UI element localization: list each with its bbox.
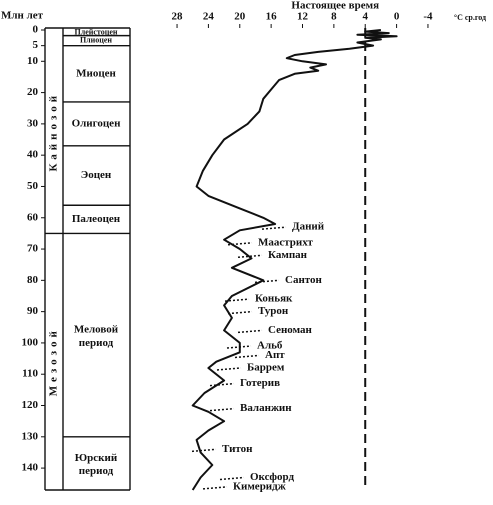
stage-mark — [227, 310, 253, 315]
x-tick-label: 60 — [27, 211, 39, 223]
stage-label: Даний — [292, 221, 325, 233]
x-tick-label: 120 — [22, 399, 39, 411]
x-tick-label: 140 — [22, 462, 39, 474]
stage-mark — [234, 354, 260, 359]
stage-label: Сеноман — [268, 324, 313, 336]
stage-mark — [261, 226, 287, 230]
stage-mark — [227, 242, 253, 246]
stage-mark — [226, 345, 252, 349]
era-label: Мезозой — [48, 327, 60, 396]
y-tick-label: 24 — [203, 11, 215, 23]
stage-mark — [216, 367, 242, 371]
era-label: Кайнозой — [48, 92, 60, 172]
stage-mark — [237, 329, 263, 334]
x-tick-label: 110 — [22, 368, 38, 380]
stage-label: Маастрихт — [258, 236, 313, 248]
x-tick-label: 30 — [27, 117, 39, 129]
y-tick-label: -4 — [423, 11, 433, 23]
period-label: Плиоцен — [80, 35, 112, 44]
x-tick-label: 40 — [27, 149, 39, 161]
stage-label: Кимеридж — [233, 480, 286, 492]
y-tick-label: 8 — [331, 11, 337, 23]
stage-mark — [209, 407, 235, 412]
stage-label: Валанжин — [240, 402, 292, 414]
y-tick-label: 4 — [362, 11, 368, 23]
present-label: Настоящее время — [291, 0, 379, 12]
stage-mark — [237, 254, 263, 259]
x-tick-label: 130 — [22, 430, 39, 442]
y-tick-label: 0 — [394, 11, 400, 23]
stage-label: Апт — [265, 349, 285, 361]
stage-label: Титон — [222, 443, 253, 455]
y-tick-label: 16 — [266, 11, 278, 23]
stage-mark — [202, 486, 228, 490]
stage-label: Оксфорд — [250, 471, 294, 483]
stage-label: Альб — [257, 340, 283, 352]
x-tick-label: 80 — [27, 274, 39, 286]
stage-mark — [224, 298, 250, 302]
y-tick-label: 20 — [234, 11, 246, 23]
stage-label: Турон — [258, 305, 289, 317]
x-tick-label: 100 — [22, 336, 39, 348]
temperature-curve — [191, 29, 398, 491]
y-axis-label: °C ср.год — [454, 13, 486, 22]
y-tick-label: 28 — [172, 11, 184, 23]
y-tick-label: 12 — [297, 11, 309, 23]
period-label: Плейстоцен — [74, 28, 117, 37]
period-label: Олигоцен — [72, 117, 122, 129]
stage-label: Коньяк — [255, 293, 293, 305]
stage-label: Кампан — [268, 249, 308, 261]
period-label: Меловой период — [74, 323, 119, 348]
x-tick-label: 20 — [27, 86, 39, 98]
x-tick-label: 0 — [33, 24, 39, 36]
x-tick-label: 50 — [27, 180, 39, 192]
stage-mark — [219, 476, 245, 481]
x-tick-label: 10 — [27, 55, 39, 67]
stage-label: Баррем — [247, 361, 285, 373]
period-label: Миоцен — [76, 67, 116, 79]
stage-mark — [191, 448, 217, 453]
period-label: Эоцен — [81, 169, 112, 181]
period-label: Палеоцен — [72, 213, 121, 225]
x-tick-label: 90 — [27, 305, 39, 317]
stage-mark — [254, 279, 280, 284]
period-label: Юрский период — [75, 451, 118, 476]
stage-label: Сантон — [285, 274, 323, 286]
stage-mark — [209, 382, 235, 387]
x-axis-label: Млн лет — [1, 10, 44, 22]
x-tick-label: 70 — [27, 243, 39, 255]
x-tick-label: 5 — [33, 39, 39, 51]
stage-label: Готерив — [240, 377, 280, 389]
